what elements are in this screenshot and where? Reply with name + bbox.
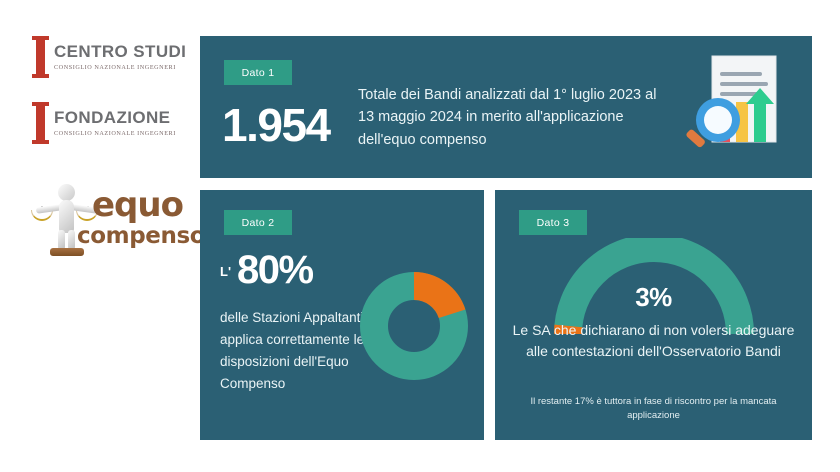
logo-centro-studi-title: CENTRO STUDI: [54, 42, 187, 62]
logo-fondazione-subtitle: CONSIGLIO NAZIONALE INGEGNERI: [54, 129, 176, 137]
panel-dato-3: Dato 3 3% Le SA che dichiarano di non vo…: [495, 190, 812, 440]
panel-3-note: Il restante 17% è tuttora in fase di ris…: [530, 396, 777, 422]
badge-dato-1: Dato 1: [224, 60, 292, 85]
panel-1-value: 1.954: [222, 99, 331, 151]
justice-figure-icon: [31, 182, 102, 260]
panel-2-value-row: L' 80%: [220, 248, 314, 292]
logo-centro-studi-subtitle: CONSIGLIO NAZIONALE INGEGNERI: [54, 63, 176, 71]
logo-equo-compenso: equo compenso: [14, 182, 206, 260]
column-mark-icon: [32, 102, 49, 144]
badge-dato-2: Dato 2: [224, 210, 292, 235]
panel-3-description: Le SA che dichiarano di non volersi adeg…: [512, 322, 795, 359]
logo-fondazione: FONDAZIONE CONSIGLIO NAZIONALE INGEGNERI: [32, 102, 176, 144]
compenso-wordmark: compenso: [77, 223, 206, 249]
badge-dato-3: Dato 3: [519, 210, 587, 235]
gauge-value-label: 3%: [635, 282, 672, 312]
panel-2-description: delle Stazioni Appaltanti applica corret…: [220, 310, 365, 391]
logo-column: CENTRO STUDI CONSIGLIO NAZIONALE INGEGNE…: [0, 0, 206, 472]
panel-2-value-prefix: L': [220, 264, 232, 279]
logo-centro-studi: CENTRO STUDI CONSIGLIO NAZIONALE INGEGNE…: [32, 36, 187, 78]
panel-2-value: 80%: [237, 248, 314, 292]
equo-wordmark: equo: [92, 185, 184, 225]
gauge-chart-non-adeguamento: [553, 238, 754, 335]
panel-1-description: Totale dei Bandi analizzati dal 1° lugli…: [358, 87, 657, 148]
panel-dato-1: Dato 1 1.954 Totale dei Bandi analizzati…: [200, 36, 812, 178]
donut-chart-applicazione: [360, 272, 468, 380]
document-search-chart-icon: [686, 55, 777, 148]
panel-dato-2: Dato 2 L' 80% delle Stazioni Appaltanti …: [200, 190, 484, 440]
logo-fondazione-title: FONDAZIONE: [54, 108, 171, 128]
column-mark-icon: [32, 36, 49, 78]
